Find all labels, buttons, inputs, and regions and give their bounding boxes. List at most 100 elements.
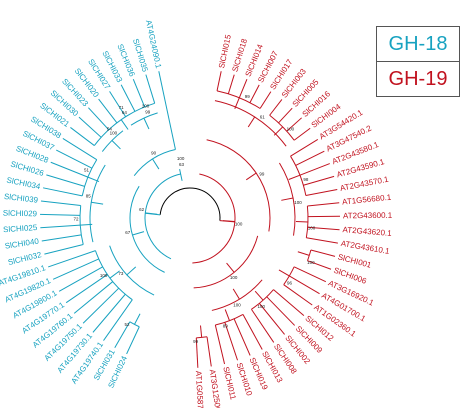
gh19-leaf-label: AT2G43620.1 [342, 225, 392, 238]
gh18-leaf-branch [58, 266, 103, 292]
gh19-leaf-branch [278, 107, 293, 124]
bootstrap-value: 98 [303, 177, 309, 182]
gh19-leaf-branch [299, 163, 330, 176]
bootstrap-value: 73 [118, 271, 124, 276]
gh18-leaf-label: SlCHI034 [6, 176, 42, 192]
gh18-leaf-branch [78, 116, 102, 138]
gh19-leaf-branch [250, 308, 275, 343]
gh18-leaf-label: SlCHI039 [3, 192, 39, 205]
gh19-leaf-label: AT1G56680.1 [342, 193, 392, 207]
gh18-leaf-branch [92, 293, 126, 333]
bootstrap-value: 67 [125, 230, 131, 235]
gh18-leaf-branch [65, 274, 108, 304]
gh18-leaf-branch [98, 98, 118, 124]
gh18-leaf-branch [40, 213, 81, 216]
gh19-leaf-branch [283, 284, 313, 306]
gh19-leaf-branch [238, 79, 248, 98]
gh19-clade-stem [234, 97, 240, 110]
gh18-clade-stem [143, 117, 150, 130]
bootstrap-value: 99 [259, 172, 265, 177]
bootstrap-value: 99 [145, 109, 151, 114]
bootstrap-value: 72 [74, 217, 80, 222]
gh19-clade-stem [232, 288, 240, 300]
gh19-leaf-branch [306, 237, 338, 244]
gh19-leaf-branch [224, 322, 238, 361]
gh19-clade-arc [211, 279, 263, 311]
gh18-clade-stem [80, 223, 93, 226]
gh19-leaf-branch [216, 71, 222, 91]
gh19-leaf-branch [286, 117, 302, 132]
gh18-root-stem [145, 212, 161, 216]
gh19-leaf-branch [258, 303, 285, 335]
gh19-clade-stem [247, 116, 256, 128]
gh18-leaf-branch [44, 243, 84, 255]
bootstrap-value: 100 [287, 126, 295, 131]
bootstrap-value: 62 [139, 207, 145, 212]
gh19-clade-stem [273, 126, 284, 136]
bootstrap-value: 90 [151, 151, 157, 156]
gh18-leaf-label: SlCHI029 [3, 209, 38, 219]
gh18-leaf-branch [42, 187, 83, 197]
gh18-leaf-branch [73, 281, 114, 314]
gh18-clade-stem [179, 168, 183, 181]
gh18-leaf-branch [48, 250, 96, 268]
gh19-clade-stem [297, 251, 310, 256]
gh19-leaf-branch [293, 266, 327, 283]
gh18-clade-arc [129, 185, 165, 273]
gh18-clade-stem [87, 176, 100, 183]
gh19-leaf-branch [227, 74, 235, 94]
gh19-leaf-branch [214, 324, 226, 365]
gh18-clade-stem [126, 266, 137, 276]
gh18-clade-arc [89, 164, 106, 243]
gh18-leaf-branch [109, 91, 127, 117]
gh19-clade-stem [200, 325, 203, 338]
bootstrap-value: 100 [235, 222, 243, 227]
bootstrap-value: 99 [245, 94, 251, 99]
bootstrap-value: 89 [223, 324, 229, 329]
gh18-leaf-branch [82, 287, 120, 324]
gh19-leaf-label: SlCHI011 [221, 366, 238, 401]
bootstrap-value: 99 [193, 339, 199, 344]
gh19-leaf-branch [259, 91, 272, 109]
gh19-leaf-branch [269, 99, 283, 116]
bootstrap-value: 52 [124, 322, 130, 327]
gh19-leaf-branch [242, 314, 263, 350]
gh18-leaf-branch [145, 74, 156, 104]
gh19-leaf-label: AT3G12500.1 [208, 369, 224, 408]
bootstrap-value: 100 [257, 304, 265, 309]
gh19-leaf-label: AT2G43570.1 [339, 175, 390, 193]
gh19-leaf-branch [195, 337, 199, 368]
gh19-leaf-branch [303, 175, 335, 186]
gh18-leaf-branch [114, 321, 131, 349]
gh19-leaf-branch [307, 202, 340, 207]
gh18-leaf-label: SlCHI025 [3, 223, 38, 234]
gh18-leaf-branch [103, 299, 133, 341]
bootstrap-value: 51 [84, 167, 90, 172]
bootstrap-value: 100 [100, 273, 108, 278]
gh18-leaf-branch [41, 234, 82, 242]
gh19-leaf-label: AT1G05870 [194, 371, 205, 408]
bootstrap-value: 100 [233, 302, 241, 307]
bootstrap-value: 85 [86, 193, 92, 198]
bootstrap-value: 96 [287, 280, 293, 285]
gh18-clade-stem [111, 140, 121, 150]
gh19-leaf-branch [310, 249, 336, 257]
gh19-clade-stem [245, 172, 257, 181]
gh18-leaf-branch [62, 138, 98, 161]
gh19-clade-stem [281, 197, 294, 201]
gh18-leaf-branch [70, 127, 95, 146]
bootstrap-value: 100 [308, 226, 316, 231]
legend-gh19: GH-19 [376, 61, 460, 97]
gh19-root-stem [219, 220, 235, 223]
gh19-clade-stem [288, 174, 301, 180]
gh18-leaf-label: SlCHI040 [4, 237, 40, 251]
bootstrap-value: 100 [177, 156, 185, 161]
gh19-leaf-branch [266, 296, 296, 326]
gh18-clade-stem [91, 201, 104, 205]
gh18-clade-stem [109, 270, 120, 279]
bootstrap-value: 64 [122, 110, 128, 115]
legend-gh18: GH-18 [376, 26, 460, 62]
gh19-leaf-branch [233, 318, 251, 356]
gh19-leaf-label: AT2G43610.1 [340, 239, 391, 256]
